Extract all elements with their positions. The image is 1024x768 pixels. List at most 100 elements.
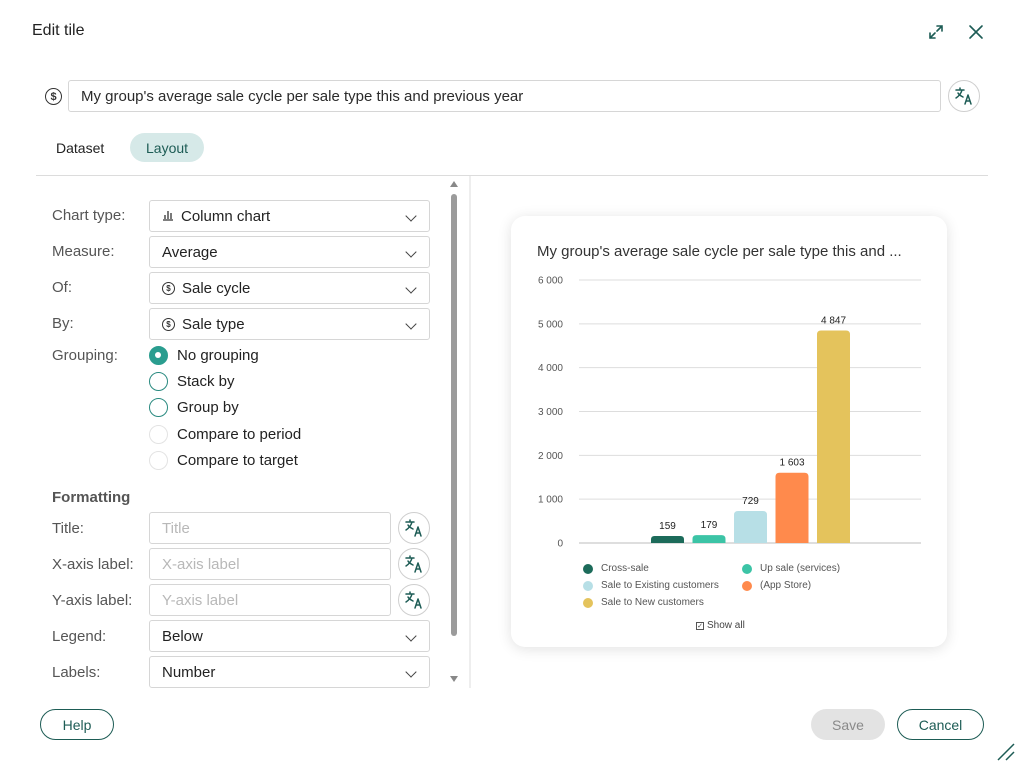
expand-icon[interactable] (926, 22, 946, 42)
y-tick-label: 2 000 (538, 451, 563, 462)
legend-select[interactable]: Below (149, 620, 430, 652)
dollar-icon: $ (162, 281, 175, 295)
legend-swatch (583, 563, 593, 574)
title-input[interactable]: Title (149, 512, 391, 544)
chart-type-select[interactable]: Column chart (149, 200, 430, 232)
labels-label: Labels: (52, 664, 101, 681)
labels-value: Number (162, 663, 216, 681)
chevron-down-icon (405, 282, 417, 294)
y-axis-label: Y-axis label: (52, 592, 133, 609)
legend-item[interactable]: Cross-sale (583, 563, 649, 574)
of-label: Of: (52, 279, 73, 296)
translate-icon[interactable] (398, 512, 430, 544)
y-axis-input[interactable]: Y-axis label (149, 584, 391, 616)
radio-compare-to-period: Compare to period (149, 424, 301, 444)
scroll-up-icon[interactable] (450, 181, 458, 187)
help-button[interactable]: Help (40, 709, 114, 740)
translate-icon[interactable] (948, 80, 980, 112)
data-label: 4 847 (821, 316, 846, 327)
checkbox-icon: ✓ (696, 621, 704, 630)
title-label: Title: (52, 520, 84, 537)
cancel-button[interactable]: Cancel (897, 709, 984, 740)
bar[interactable] (651, 536, 684, 543)
legend-label: Cross-sale (601, 563, 649, 574)
radio-label: Stack by (177, 372, 235, 390)
radio-unchecked-icon (149, 397, 168, 417)
legend-item[interactable]: Up sale (services) (742, 563, 840, 574)
x-axis-input[interactable]: X-axis label (149, 548, 391, 580)
radio-label: No grouping (177, 346, 259, 364)
legend-item[interactable]: Sale to New customers (583, 597, 704, 608)
by-label: By: (52, 315, 74, 332)
x-axis-label: X-axis label: (52, 556, 134, 573)
legend-item[interactable]: Sale to Existing customers (583, 580, 719, 591)
close-icon[interactable] (966, 22, 986, 42)
radio-label: Compare to period (177, 425, 302, 443)
show-all-toggle[interactable]: ✓ Show all (696, 620, 745, 631)
by-value: Sale type (182, 315, 245, 333)
radio-disabled-icon (149, 450, 168, 470)
scrollbar-thumb[interactable] (451, 194, 457, 636)
dollar-icon: $ (162, 317, 175, 331)
formatting-heading: Formatting (52, 489, 131, 506)
legend-label: Sale to Existing customers (601, 580, 719, 591)
scroll-down-icon[interactable] (450, 676, 458, 682)
tab-layout[interactable]: Layout (130, 133, 205, 162)
dollar-icon: $ (45, 88, 62, 105)
tab-dataset[interactable]: Dataset (56, 139, 105, 156)
radio-stack-by[interactable]: Stack by (149, 371, 235, 391)
measure-select[interactable]: Average (149, 236, 430, 268)
chevron-down-icon (405, 630, 417, 642)
radio-group-by[interactable]: Group by (149, 397, 239, 417)
radio-checked-icon (149, 345, 168, 365)
y-tick-label: 3 000 (538, 407, 563, 418)
legend-label: Up sale (services) (760, 563, 841, 574)
legend-label: (App Store) (760, 580, 812, 591)
tabs-divider (36, 175, 988, 176)
radio-unchecked-icon (149, 371, 168, 391)
bar[interactable] (775, 472, 809, 543)
chart-title: My group's average sale cycle per sale t… (537, 243, 902, 260)
legend-swatch (742, 580, 752, 591)
tile-name-input[interactable]: My group's average sale cycle per sale t… (68, 80, 941, 112)
legend-swatch (583, 580, 593, 591)
of-value: Sale cycle (182, 279, 251, 297)
legend-swatch (583, 597, 593, 608)
y-tick-label: 6 000 (538, 276, 563, 287)
of-select[interactable]: $ Sale cycle (149, 272, 430, 304)
show-all-label: Show all (707, 620, 745, 631)
chart-type-value: Column chart (181, 207, 271, 225)
measure-value: Average (162, 243, 218, 261)
legend-value: Below (162, 627, 203, 645)
grouping-label: Grouping: (52, 347, 118, 364)
radio-label: Compare to target (177, 451, 298, 469)
chevron-down-icon (405, 246, 417, 258)
chart-type-label: Chart type: (52, 207, 126, 224)
translate-icon[interactable] (398, 548, 430, 580)
save-button: Save (811, 709, 885, 740)
bar[interactable] (692, 535, 726, 543)
legend-label: Sale to New customers (601, 597, 704, 608)
translate-icon[interactable] (398, 584, 430, 616)
panel-separator (469, 176, 471, 688)
by-select[interactable]: $ Sale type (149, 308, 430, 340)
chevron-down-icon (405, 318, 417, 330)
legend-item[interactable]: (App Store) (742, 580, 811, 591)
data-label: 159 (659, 521, 676, 532)
legend-label: Legend: (52, 628, 107, 645)
data-label: 179 (701, 520, 718, 531)
column-chart-icon (162, 208, 174, 225)
labels-select[interactable]: Number (149, 656, 430, 688)
resize-grip-icon[interactable] (994, 740, 1016, 762)
data-label: 1 603 (779, 458, 804, 469)
chart-preview-card: My group's average sale cycle per sale t… (511, 216, 947, 647)
bar[interactable] (734, 511, 767, 543)
y-tick-label: 5 000 (538, 319, 563, 330)
y-tick-label: 1 000 (538, 495, 563, 506)
radio-no-grouping[interactable]: No grouping (149, 345, 259, 365)
bar[interactable] (817, 330, 850, 543)
data-label: 729 (742, 496, 759, 507)
radio-compare-to-target: Compare to target (149, 450, 298, 470)
chevron-down-icon (405, 210, 417, 222)
